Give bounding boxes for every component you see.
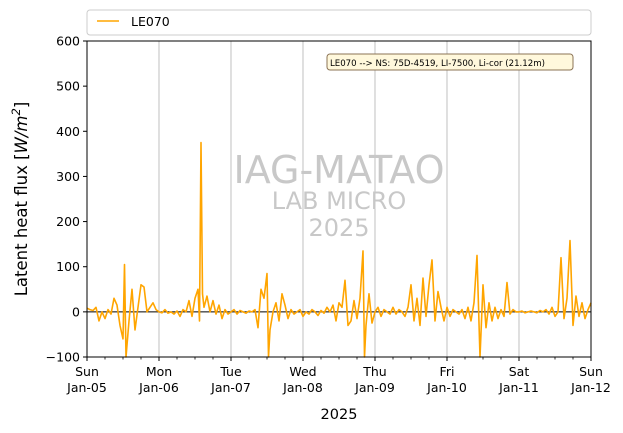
legend-label: LE070 — [131, 14, 170, 29]
y-axis-label-text: Latent heat flux — [12, 165, 31, 296]
series-line-le070 — [86, 141, 592, 358]
x-gridlines — [158, 41, 520, 357]
y-axis-label: Latent heat flux [W/m2] — [9, 102, 31, 297]
x-tick-label-day: Mon — [146, 364, 172, 379]
x-tick-label-date: Jan-10 — [426, 380, 467, 395]
annotation-text: LE070 --> NS: 75D-4519, LI-7500, Li-cor … — [330, 59, 545, 69]
plot-area: IAG-MATAO LAB MICRO 2025 LE070 --> NS: 7… — [86, 40, 592, 358]
x-axis-label: 2025 — [321, 407, 358, 423]
y-axis-unit-symbol: W/m — [12, 115, 31, 153]
x-tick-label-date: Jan-06 — [138, 380, 179, 395]
legend: LE070 — [86, 9, 592, 36]
x-axis: SunJan-05MonJan-06TueJan-07WedJan-08ThuJ… — [66, 357, 611, 395]
x-tick-label-day: Thu — [362, 364, 386, 379]
y-axis-unit-close: ] — [12, 102, 31, 108]
y-axis-unit-open: [ — [12, 153, 31, 159]
watermark-line-1: IAG-MATAO — [233, 148, 444, 192]
y-axis-unit-exponent: 2 — [9, 108, 23, 115]
x-tick-label-date: Jan-12 — [570, 380, 611, 395]
x-tick-label-day: Tue — [219, 364, 242, 379]
y-tick-label: 200 — [56, 214, 80, 229]
legend-frame — [86, 9, 592, 36]
watermark-line-3: 2025 — [308, 214, 369, 242]
x-tick-label-date: Jan-05 — [66, 380, 107, 395]
x-tick-label-date: Jan-07 — [210, 380, 251, 395]
watermark: IAG-MATAO LAB MICRO 2025 — [233, 148, 444, 242]
x-tick-label-day: Wed — [289, 364, 316, 379]
y-tick-label: −100 — [46, 350, 80, 365]
x-tick-label-date: Jan-11 — [498, 380, 539, 395]
y-tick-label: 600 — [56, 34, 80, 49]
y-tick-label: 300 — [56, 169, 80, 184]
x-tick-label-date: Jan-09 — [354, 380, 395, 395]
x-tick-label-day: Sun — [579, 364, 603, 379]
y-tick-label: 100 — [56, 259, 80, 274]
y-axis: −100 0 100 200 300 400 500 600 — [46, 34, 87, 365]
x-tick-label-day: Sat — [509, 364, 530, 379]
watermark-line-2: LAB MICRO — [272, 187, 407, 215]
y-tick-label: 400 — [56, 124, 80, 139]
x-tick-label-day: Fri — [440, 364, 455, 379]
y-tick-label: 0 — [72, 304, 80, 319]
annotation-box: LE070 --> NS: 75D-4519, LI-7500, Li-cor … — [326, 53, 574, 71]
x-tick-label-date: Jan-08 — [282, 380, 323, 395]
y-tick-label: 500 — [56, 79, 80, 94]
x-tick-label-day: Sun — [75, 364, 99, 379]
annotation-frame — [326, 53, 574, 71]
